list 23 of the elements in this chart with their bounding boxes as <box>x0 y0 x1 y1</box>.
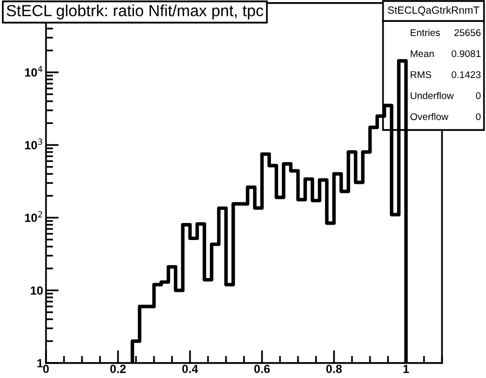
text: 0 <box>476 113 481 120</box>
y-tick-label: 1 <box>37 359 43 368</box>
y-tick-label: 10$^{4}$ <box>25 66 42 77</box>
text: 0 <box>476 92 481 100</box>
y-tick-label: 10 <box>30 286 43 295</box>
y-tick-label: 10$^{2}$ <box>25 211 42 222</box>
x-tick-label: 1 <box>403 364 409 373</box>
x-tick-label: 0.8 <box>326 364 342 374</box>
x-tick-label: 0.4 <box>182 364 198 374</box>
text: 0.1423 <box>452 71 481 78</box>
x-tick-label: 0.6 <box>254 364 270 374</box>
text: 0.9081 <box>452 50 481 58</box>
annotation: Underflow <box>410 92 454 100</box>
annotation: StECLQaGtrkRnmT <box>388 6 480 16</box>
annotation: Overflow <box>410 112 448 120</box>
annotation: Entries <box>410 28 440 36</box>
x-tick-label: 0 <box>43 364 49 374</box>
x-tick-label: 0.2 <box>110 364 126 374</box>
chart-title: StECL globtrk: ratio Nfit/max pnt, tpc <box>6 4 264 20</box>
annotation: RMS <box>410 71 432 78</box>
annotation: Mean <box>410 50 434 58</box>
text: 25656 <box>454 29 481 36</box>
y-tick-label: 10$^{3}$ <box>25 138 42 150</box>
